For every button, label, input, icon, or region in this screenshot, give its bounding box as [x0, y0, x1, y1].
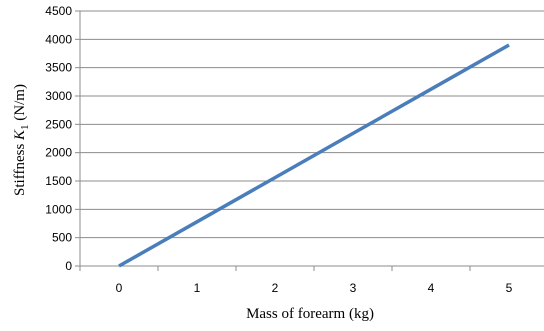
y-tick-label: 1500 [45, 174, 72, 188]
y-tick-label: 2000 [45, 146, 72, 160]
series-layer [118, 43, 510, 268]
y-axis-title-prefix: Stiffness [12, 140, 28, 196]
x-tick-labels: 0 1 2 3 4 5 [116, 281, 513, 295]
y-axis-title-symbol: K [12, 129, 28, 141]
y-tick-label: 2500 [45, 117, 72, 131]
y-axis-title-subscript: 1 [19, 124, 31, 130]
series-line [118, 43, 510, 268]
y-tick-label: 1000 [45, 202, 72, 216]
y-tick-label: 3000 [45, 89, 72, 103]
y-tick-label: 3500 [45, 61, 72, 75]
x-tick-label: 4 [428, 281, 435, 295]
gridlines [80, 10, 544, 239]
y-axis-title: Stiffness K1 (N/m) [12, 84, 31, 196]
x-tick-label: 0 [116, 281, 123, 295]
x-tick-label: 5 [506, 281, 513, 295]
y-tick-label: 0 [65, 259, 72, 273]
x-tick-label: 1 [194, 281, 201, 295]
y-tick-labels: 0 500 1000 1500 2000 2500 3000 3500 4000 4500 [45, 4, 72, 273]
y-tick-label: 4000 [45, 32, 72, 46]
y-tick-label: 4500 [45, 4, 72, 18]
x-tick-label: 2 [272, 281, 279, 295]
y-axis-title-suffix: (N/m) [12, 84, 28, 124]
x-axis-title: Mass of forearm (kg) [246, 306, 374, 322]
axes [75, 10, 544, 271]
y-tick-label: 500 [52, 231, 72, 245]
x-tick-label: 3 [350, 281, 357, 295]
